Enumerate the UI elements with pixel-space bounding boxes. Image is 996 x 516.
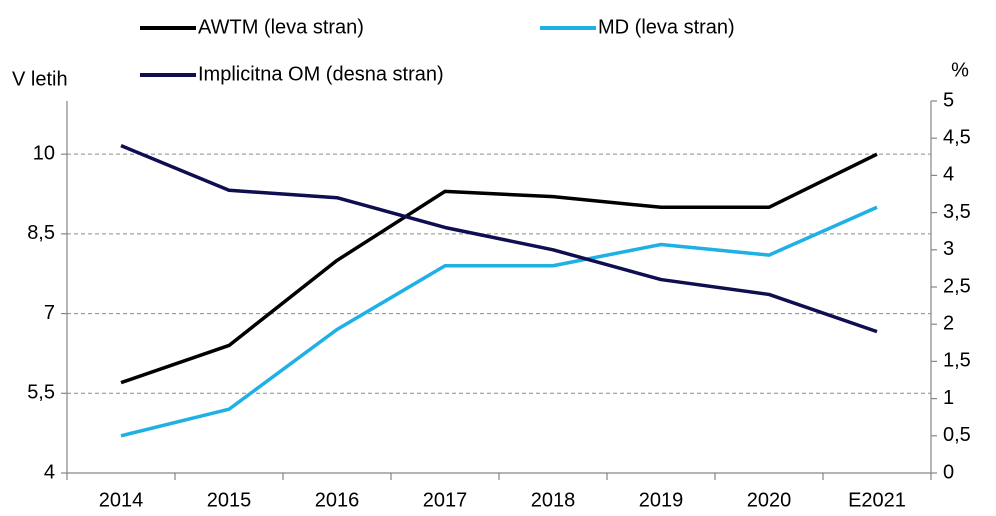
y2-tick-label: 2,5 <box>943 275 971 297</box>
legend-label: AWTM (leva stran) <box>198 16 364 38</box>
y-axis-label: V letih <box>12 68 68 90</box>
series-line <box>120 144 878 334</box>
y2-tick-label: 4 <box>943 164 954 186</box>
legend-label: MD (leva stran) <box>598 16 735 38</box>
y2-tick-label: 1,5 <box>943 350 971 372</box>
legend-label: Implicitna OM (desna stran) <box>198 63 444 85</box>
y2-tick-label: 0,5 <box>943 424 971 446</box>
y-tick-label: 5,5 <box>27 382 55 404</box>
y-tick-label: 8,5 <box>27 222 55 244</box>
y2-tick-label: 5 <box>943 89 954 111</box>
y2-tick-label: 2 <box>943 312 954 334</box>
x-tick-label: 2015 <box>207 489 252 511</box>
series-line <box>120 205 878 438</box>
y2-tick-label: 3,5 <box>943 201 971 223</box>
y2-tick-label: 4,5 <box>943 126 971 148</box>
x-tick-label: 2016 <box>315 489 360 511</box>
x-tick-label: E2021 <box>848 489 906 511</box>
x-tick-label: 2017 <box>423 489 468 511</box>
series-line <box>120 152 878 385</box>
y-tick-label: 7 <box>44 302 55 324</box>
y-tick-label: 4 <box>44 461 55 483</box>
x-tick-label: 2014 <box>99 489 144 511</box>
y2-tick-label: 1 <box>943 387 954 409</box>
y2-axis-label: % <box>951 59 969 81</box>
y2-tick-label: 3 <box>943 238 954 260</box>
y-tick-label: 10 <box>33 142 55 164</box>
x-tick-label: 2018 <box>531 489 576 511</box>
x-tick-label: 2019 <box>639 489 684 511</box>
x-tick-label: 2020 <box>747 489 792 511</box>
y2-tick-label: 0 <box>943 461 954 483</box>
